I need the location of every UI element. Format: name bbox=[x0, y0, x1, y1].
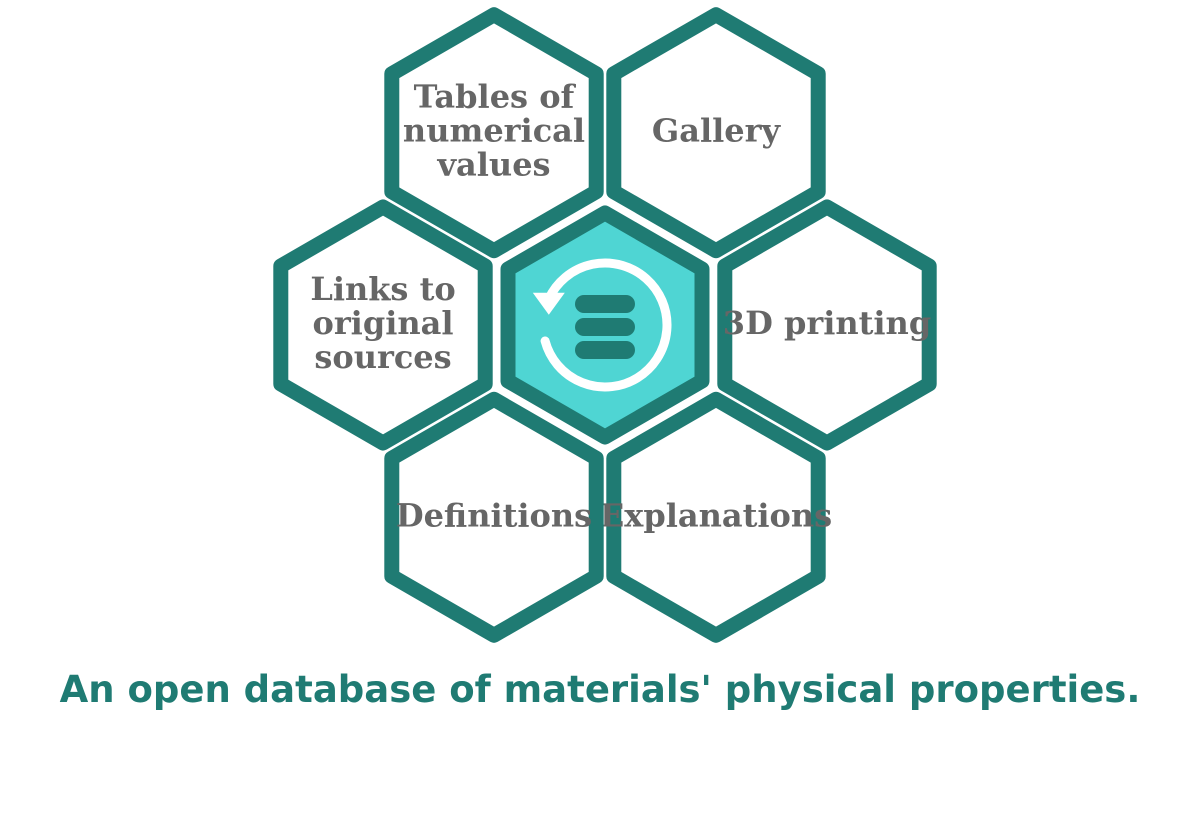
hexagon-label-line: Links to bbox=[310, 270, 455, 308]
tagline: An open database of materials' physical … bbox=[59, 668, 1141, 711]
hexagon-label-line: 3D printing bbox=[723, 304, 931, 342]
database-sync-icon bbox=[532, 258, 672, 392]
hexagon-gallery: Gallery bbox=[606, 7, 826, 259]
center-hexagon bbox=[500, 205, 710, 445]
hexagon-label-line: numerical bbox=[403, 111, 585, 149]
hexagon-label-line: sources bbox=[314, 338, 451, 376]
database-disc bbox=[575, 295, 635, 313]
hexagon-definitions: Definitions bbox=[384, 391, 604, 643]
hexagon-shape bbox=[384, 7, 604, 259]
hexagon-label-explanations: Explanations bbox=[600, 496, 832, 534]
hexagon-label-3d-printing: 3D printing bbox=[723, 304, 931, 342]
hexagon-shape bbox=[606, 391, 826, 643]
outer-hexagons: Tables of numerical values Gallery 3D printi… bbox=[273, 7, 937, 643]
hexagon-shape bbox=[606, 7, 826, 259]
hexagon-label-gallery: Gallery bbox=[652, 111, 782, 149]
sync-arrowhead bbox=[532, 292, 565, 315]
hexagon-3d-printing: 3D printing bbox=[717, 199, 937, 451]
hexagon-shape bbox=[384, 391, 604, 643]
database-disc bbox=[575, 341, 635, 359]
hexagon-links: Links to original sources bbox=[273, 199, 493, 451]
hexagon-label-line: original bbox=[312, 304, 453, 342]
hexagon-label-line: Tables of bbox=[414, 77, 577, 115]
hexagon-label-line: Explanations bbox=[600, 496, 832, 534]
sync-ring bbox=[540, 258, 672, 392]
hexagon-explanations: Explanations bbox=[600, 391, 832, 643]
hexagon-label-definitions: Definitions bbox=[396, 496, 592, 534]
hexagon-label-line: Definitions bbox=[396, 496, 592, 534]
hexagon-label-tables: Tables of numerical values bbox=[403, 77, 585, 183]
database-disc bbox=[575, 318, 635, 336]
hexagon-shape bbox=[717, 199, 937, 451]
hexagon-tables: Tables of numerical values bbox=[384, 7, 604, 259]
hexagon-label-line: values bbox=[436, 145, 550, 183]
hexagon-shape bbox=[273, 199, 493, 451]
hexagon-label-line: Gallery bbox=[652, 111, 782, 149]
hexagon-label-links: Links to original sources bbox=[310, 270, 455, 376]
